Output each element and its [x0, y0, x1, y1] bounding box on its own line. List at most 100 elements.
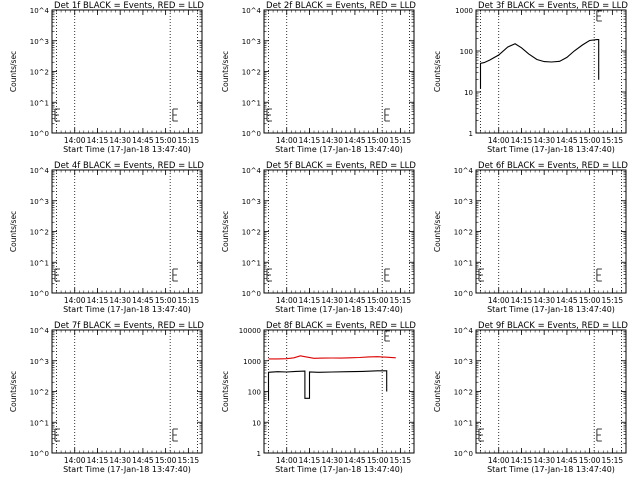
y-tick-label: 10^1 — [242, 99, 261, 107]
events-series-line — [267, 370, 388, 401]
x-tick-label: 14:15 — [87, 296, 109, 305]
y-tick-label: 10 — [464, 89, 473, 97]
x-tick-label: 15:00 — [579, 136, 601, 145]
x-tick-label: 14:15 — [299, 136, 321, 145]
x-tick-label: 14:00 — [276, 296, 298, 305]
x-tick-label: 14:00 — [64, 136, 86, 145]
detector-panel-8: Det 8f BLACK = Events, RED = LLD 1 10 100 10… — [221, 321, 416, 474]
x-tick-label: 14:00 — [488, 136, 510, 145]
x-tick-label: 14:45 — [556, 456, 578, 465]
y-tick-label: 10^1 — [454, 259, 473, 267]
y-tick-label: 10^4 — [30, 7, 50, 15]
x-tick-label: 14:30 — [533, 296, 555, 305]
y-tick-label: 10^2 — [454, 389, 473, 397]
detector-panel-5: Det 5f BLACK = Events, RED = LLD 10^0 10^1… — [221, 161, 416, 314]
y-tick-label: 10^4 — [30, 327, 50, 335]
x-tick-label: 14:45 — [556, 296, 578, 305]
y-tick-label: 10^3 — [30, 38, 49, 46]
x-tick-label: 15:15 — [602, 296, 624, 305]
y-tick-label: 10^3 — [454, 358, 473, 366]
x-tick-label: 14:30 — [321, 456, 343, 465]
x-axis-label: Start Time (17-Jan-18 13:47:40) — [63, 145, 191, 154]
x-tick-label: 14:00 — [488, 456, 510, 465]
x-tick-label: 14:30 — [109, 296, 131, 305]
x-tick-label: 14:45 — [556, 136, 578, 145]
event-marker-glyph — [54, 268, 60, 282]
x-tick-label: 14:15 — [299, 296, 321, 305]
y-tick-label: 10^3 — [242, 198, 261, 206]
x-axis-label: Start Time (17-Jan-18 13:47:40) — [487, 465, 615, 474]
y-tick-label: 10^3 — [30, 198, 49, 206]
event-marker-glyph — [172, 108, 178, 122]
panel-title: Det 3f BLACK = Events, RED = LLD — [478, 1, 628, 11]
x-axis-label: Start Time (17-Jan-18 13:47:40) — [275, 305, 403, 314]
x-axis-label: Start Time (17-Jan-18 13:47:40) — [275, 465, 403, 474]
y-tick-label: 10^3 — [242, 38, 261, 46]
x-tick-label: 14:30 — [109, 456, 131, 465]
x-axis-label: Start Time (17-Jan-18 13:47:40) — [63, 465, 191, 474]
detector-panel-4: Det 4f BLACK = Events, RED = LLD 10^0 10^1… — [9, 161, 204, 314]
x-axis-label: Start Time (17-Jan-18 13:47:40) — [487, 145, 615, 154]
panel-title: Det 5f BLACK = Events, RED = LLD — [266, 161, 416, 171]
y-tick-label: 10^2 — [30, 229, 49, 237]
y-tick-label: 10 — [252, 419, 261, 427]
x-tick-label: 15:15 — [390, 296, 412, 305]
y-tick-label: 100 — [460, 48, 473, 56]
x-tick-label: 15:15 — [602, 136, 624, 145]
x-tick-label: 14:45 — [132, 296, 154, 305]
y-axis-label: Counts/sec — [433, 371, 442, 412]
y-tick-label: 10^1 — [242, 259, 261, 267]
x-tick-label: 15:00 — [579, 456, 601, 465]
y-axis-label: Counts/sec — [433, 211, 442, 252]
y-tick-label: 10^2 — [30, 389, 49, 397]
y-tick-label: 10^3 — [454, 198, 473, 206]
x-tick-label: 14:45 — [344, 136, 366, 145]
x-tick-label: 14:00 — [64, 456, 86, 465]
x-tick-label: 15:15 — [178, 296, 200, 305]
y-tick-label: 10^4 — [242, 7, 262, 15]
x-tick-label: 15:15 — [390, 456, 412, 465]
y-tick-label: 10^3 — [30, 358, 49, 366]
y-axis-label: Counts/sec — [9, 211, 18, 252]
y-axis-label: Counts/sec — [433, 51, 442, 92]
y-axis-label: Counts/sec — [221, 211, 230, 252]
y-tick-label: 10^1 — [30, 99, 49, 107]
y-tick-label: 10^0 — [30, 450, 49, 458]
y-axis-label: Counts/sec — [221, 51, 230, 92]
event-marker-glyph — [478, 268, 484, 282]
x-tick-label: 14:30 — [533, 136, 555, 145]
lld-series-line — [268, 355, 396, 360]
event-marker-glyph — [384, 330, 390, 342]
event-marker-glyph — [54, 428, 60, 442]
x-axis-label: Start Time (17-Jan-18 13:47:40) — [487, 305, 615, 314]
y-tick-label: 1 — [257, 450, 261, 458]
detector-panel-7: Det 7f BLACK = Events, RED = LLD 10^0 10^1… — [9, 321, 204, 474]
x-tick-label: 14:00 — [64, 296, 86, 305]
y-tick-label: 10^2 — [30, 69, 49, 77]
detector-panel-2: Det 2f BLACK = Events, RED = LLD 10^0 10^1… — [221, 1, 416, 154]
event-marker-glyph — [596, 268, 602, 282]
panel-title: Det 7f BLACK = Events, RED = LLD — [54, 321, 204, 331]
x-tick-label: 14:00 — [276, 456, 298, 465]
x-tick-label: 14:15 — [511, 136, 533, 145]
event-marker-glyph — [266, 268, 272, 282]
x-tick-label: 14:00 — [276, 136, 298, 145]
x-tick-label: 15:00 — [367, 456, 389, 465]
panel-title: Det 6f BLACK = Events, RED = LLD — [478, 161, 628, 171]
y-tick-label: 10^4 — [454, 327, 474, 335]
x-tick-label: 14:45 — [132, 456, 154, 465]
x-tick-label: 14:15 — [511, 456, 533, 465]
y-tick-label: 10000 — [239, 327, 261, 335]
x-tick-label: 15:00 — [367, 136, 389, 145]
x-tick-label: 15:15 — [178, 456, 200, 465]
detector-panel-3: Det 3f BLACK = Events, RED = LLD 1 10 100 10… — [433, 1, 628, 154]
event-marker-glyph — [172, 428, 178, 442]
event-marker-glyph — [172, 268, 178, 282]
event-marker-glyph — [384, 268, 390, 282]
detector-panel-9: Det 9f BLACK = Events, RED = LLD 10^0 10^1… — [433, 321, 628, 474]
detector-panel-6: Det 6f BLACK = Events, RED = LLD 10^0 10^1… — [433, 161, 628, 314]
x-tick-label: 15:15 — [178, 136, 200, 145]
y-tick-label: 1 — [469, 130, 473, 138]
y-tick-label: 10^0 — [242, 290, 261, 298]
